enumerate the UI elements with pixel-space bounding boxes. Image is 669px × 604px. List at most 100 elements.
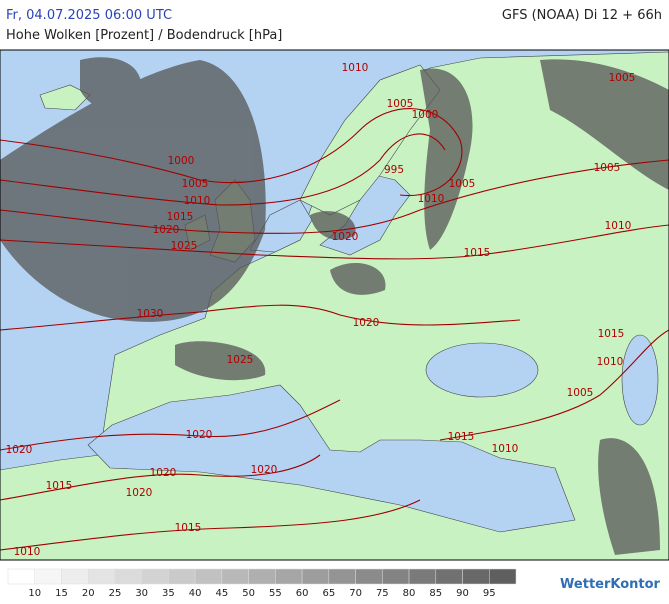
legend-swatch: [382, 568, 410, 585]
isobar: [0, 133, 446, 206]
isobar-label: 1020: [6, 444, 33, 456]
isobar-label: 1015: [167, 211, 194, 223]
isobar-label: 1000: [412, 109, 439, 121]
legend-label: 40: [189, 588, 202, 599]
legend-label: 70: [349, 588, 362, 599]
isobar: [0, 159, 669, 234]
legend-swatch: [408, 568, 437, 585]
legend-label: 15: [55, 588, 68, 599]
isobar-label: 1005: [594, 162, 621, 174]
caspian-sea: [621, 334, 659, 426]
legend-swatch: [328, 568, 356, 585]
legend: 10 15 20 25 30 35 40 45 50 55 60 65 70 75 80 85 90 95: [7, 568, 517, 599]
legend-label: 85: [429, 588, 442, 599]
iceland: [39, 84, 91, 111]
legend-label: 45: [216, 588, 229, 599]
isobar-label: 1025: [171, 240, 198, 252]
cloud: [80, 57, 142, 111]
legend-label: 75: [376, 588, 389, 599]
legend-swatch: [248, 568, 276, 585]
legend-label: 95: [483, 588, 496, 599]
legend-label: 55: [269, 588, 282, 599]
legend-swatch: [194, 568, 223, 585]
isobar-label: 1005: [387, 98, 414, 110]
legend-label: 65: [322, 588, 335, 599]
isobar: [0, 399, 341, 451]
isobar: [0, 499, 421, 551]
isobars: [0, 108, 669, 551]
isobar-label: 1020: [332, 231, 359, 243]
legend-swatch: [141, 568, 169, 585]
isobar-label: 1010: [342, 62, 369, 74]
isobar-label: 1015: [598, 328, 625, 340]
isobar-label: 1010: [14, 546, 41, 558]
legend-swatch: [87, 568, 116, 585]
legend-label: 10: [28, 588, 41, 599]
isobar-label: 1020: [126, 487, 153, 499]
legend-label: 60: [296, 588, 309, 599]
legend-label: 20: [82, 588, 95, 599]
legend-label: 50: [242, 588, 255, 599]
legend-swatch: [462, 568, 490, 585]
legend-swatch: [61, 568, 89, 585]
clouds: [0, 57, 669, 555]
mediterranean: [87, 384, 576, 533]
isobar-label: 1030: [137, 308, 164, 320]
logo: WetterKontor: [560, 577, 661, 592]
header-model: GFS (NOAA) Di 12 + 66h: [502, 8, 662, 23]
legend-label: 90: [456, 588, 469, 599]
isobar-label: 1005: [609, 72, 636, 84]
isobar-label: 1005: [449, 178, 476, 190]
map-frame: [0, 49, 669, 561]
isobar-label: 1010: [605, 220, 632, 232]
isobar-label: 1005: [182, 178, 209, 190]
isobar-label: 1015: [448, 431, 475, 443]
isobar-label: 1015: [46, 480, 73, 492]
legend-swatch: [221, 568, 249, 585]
legend-label: 30: [135, 588, 148, 599]
isobar-label: 1005: [567, 387, 594, 399]
legend-label: 35: [162, 588, 175, 599]
isobar-label: 1015: [175, 522, 202, 534]
legend-swatch: [301, 568, 330, 585]
black-sea: [425, 342, 539, 398]
legend-swatch: [34, 568, 62, 585]
isobar: [439, 329, 669, 441]
isobar-label: 1020: [251, 464, 278, 476]
isobar: [0, 454, 321, 501]
legend-swatch: [114, 568, 142, 585]
isobar-label: 995: [384, 164, 404, 176]
isobar-label: 1010: [492, 443, 519, 455]
cloud: [0, 60, 266, 322]
isobar: [0, 224, 669, 260]
isobar-label: 1000: [168, 155, 195, 167]
isobar-label: 1010: [597, 356, 624, 368]
cloud: [330, 262, 386, 295]
legend-swatch: [275, 568, 303, 585]
legend-swatch: [435, 568, 463, 585]
isobar-label: 1020: [150, 467, 177, 479]
legend-swatch: [355, 568, 383, 585]
isobar: [0, 108, 463, 197]
cloud: [175, 341, 266, 381]
isobar-label: 1020: [186, 429, 213, 441]
isobar-label: 1010: [418, 193, 445, 205]
legend-swatch: [7, 568, 35, 585]
isobar-label: 1020: [353, 317, 380, 329]
cloud: [598, 438, 660, 555]
cloud: [540, 59, 669, 190]
isobar-label: 1010: [184, 195, 211, 207]
cloud: [310, 211, 356, 240]
legend-label: 25: [109, 588, 122, 599]
header-datetime: Fr, 04.07.2025 06:00 UTC: [6, 8, 172, 23]
isobar-label: 1025: [227, 354, 254, 366]
header-subtitle: Hohe Wolken [Prozent] / Bodendruck [hPa]: [6, 28, 282, 43]
legend-swatch: [168, 568, 196, 585]
isobar-label: 1015: [464, 247, 491, 259]
isobar: [0, 304, 521, 331]
isobar-label: 1020: [153, 224, 180, 236]
legend-label: 80: [403, 588, 416, 599]
